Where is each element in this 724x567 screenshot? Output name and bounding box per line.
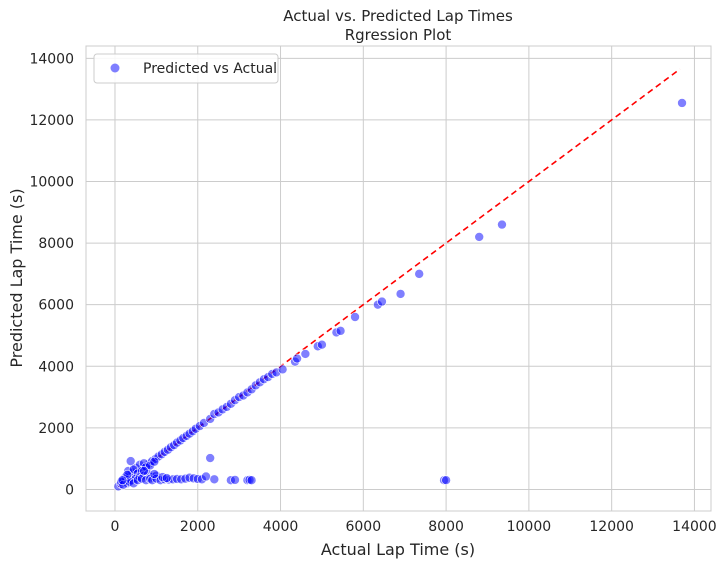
- x-tick-label: 0: [111, 519, 120, 535]
- x-axis-ticks: 0 2000 4000 6000 8000 10000 12000 14000: [111, 519, 717, 535]
- data-point: [125, 456, 136, 466]
- y-tick-label: 4000: [38, 359, 74, 375]
- data-point: [474, 232, 485, 242]
- x-tick-label: 8000: [428, 519, 464, 535]
- y-axis-label: Predicted Lap Time (s): [7, 188, 26, 367]
- y-tick-label: 6000: [38, 298, 74, 314]
- data-point: [350, 312, 360, 322]
- x-tick-label: 10000: [507, 519, 552, 535]
- data-point: [677, 98, 687, 108]
- x-tick-label: 12000: [589, 519, 634, 535]
- y-tick-label: 2000: [38, 421, 74, 437]
- x-tick-label: 14000: [672, 519, 717, 535]
- data-point: [139, 466, 149, 476]
- data-point: [497, 219, 507, 230]
- data-point: [205, 453, 215, 463]
- data-point: [149, 456, 160, 467]
- data-point: [149, 469, 160, 479]
- scatter-points: [113, 98, 687, 492]
- legend-label: Predicted vs Actual: [143, 61, 277, 77]
- y-tick-label: 10000: [29, 174, 74, 190]
- data-point: [209, 474, 220, 485]
- data-point: [161, 473, 172, 483]
- data-point: [246, 475, 257, 486]
- data-point: [335, 326, 346, 336]
- chart-title: Actual vs. Predicted Lap Times: [283, 7, 513, 25]
- reference-line-group: [117, 68, 681, 488]
- data-point: [117, 475, 128, 486]
- data-point: [395, 289, 406, 299]
- x-tick-label: 2000: [180, 519, 216, 535]
- data-point: [292, 353, 302, 364]
- data-point: [201, 471, 211, 482]
- data-point: [317, 339, 327, 350]
- chart-subtitle: Rgression Plot: [345, 26, 452, 44]
- y-tick-label: 14000: [29, 51, 74, 67]
- y-axis-ticks: 0 2000 4000 6000 8000 10000 12000 14000: [29, 51, 74, 498]
- legend: Predicted vs Actual: [93, 53, 279, 84]
- data-point: [414, 269, 424, 279]
- data-point: [377, 296, 387, 307]
- y-tick-label: 8000: [38, 236, 74, 252]
- x-tick-label: 6000: [345, 519, 381, 535]
- x-tick-label: 4000: [263, 519, 299, 535]
- y-tick-label: 12000: [29, 113, 74, 129]
- data-point: [300, 349, 311, 359]
- data-point: [230, 475, 240, 485]
- data-point: [441, 475, 451, 486]
- y-tick-label: 0: [65, 482, 74, 498]
- x-axis-label: Actual Lap Time (s): [321, 540, 475, 559]
- reference-line: [117, 68, 681, 488]
- data-point: [277, 364, 288, 375]
- legend-marker: [110, 63, 120, 73]
- legend-box: [93, 53, 279, 84]
